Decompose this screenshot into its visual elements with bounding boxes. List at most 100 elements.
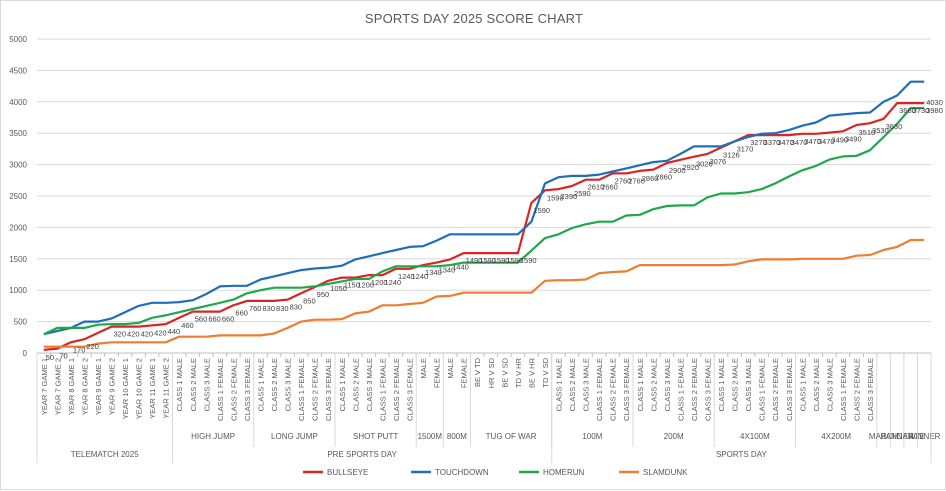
x-category-label: BE V TD [473, 357, 482, 387]
data-label: 830 [276, 304, 289, 313]
x-category-label: YEAR 11 GAME 2 [162, 358, 171, 419]
x-category-label: CLASS 1 MALE [257, 358, 266, 411]
x-category-label: YEAR 8 GAME 1 [67, 358, 76, 415]
y-tick-label: 500 [14, 318, 28, 327]
x-category-label: CLASS 1 FEMALE [595, 358, 604, 421]
x-category-label: CLASS 1 MALE [636, 358, 645, 411]
y-tick-label: 4500 [9, 66, 27, 75]
x-category-label: CLASS 2 MALE [812, 358, 821, 411]
x-category-label: CLASS 2 FEMALE [690, 358, 699, 421]
data-label: 3170 [737, 144, 754, 153]
data-label: 2920 [682, 163, 699, 172]
x-category-label: CLASS 2 FEMALE [609, 358, 618, 421]
y-tick-label: 1500 [9, 255, 27, 264]
data-label: 760 [249, 304, 262, 313]
x-group-label: SHOT PUTT [353, 432, 398, 441]
data-label: 660 [208, 315, 221, 324]
x-category-label: YEAR 8 GAME 2 [80, 358, 89, 415]
data-label: 1490 [466, 256, 483, 265]
data-label: 1340 [425, 268, 442, 277]
data-label: 660 [235, 308, 248, 317]
data-label: 3470 [804, 137, 821, 146]
x-category-label: YEAR 10 GAME 1 [121, 358, 130, 419]
x-category-label: CLASS 3 MALE [744, 358, 753, 411]
y-tick-label: 2000 [9, 223, 27, 232]
y-tick-label: 5000 [9, 35, 27, 44]
data-label: 1590 [533, 206, 550, 215]
data-label: 560 [195, 315, 208, 324]
x-category-label: CLASS 3 MALE [663, 358, 672, 411]
data-label: 2900 [669, 166, 686, 175]
x-category-label: CLASS 1 FEMALE [758, 358, 767, 421]
x-category-label: CLASS 1 FEMALE [839, 358, 848, 421]
y-tick-label: 0 [23, 349, 28, 358]
x-category-label: TD V HR [514, 357, 523, 388]
data-label: 1590 [547, 193, 564, 202]
y-tick-label: 2500 [9, 192, 27, 201]
data-label: 460 [181, 321, 194, 330]
x-group-label: DANCE [897, 432, 925, 441]
data-label: 3660 [899, 106, 916, 115]
legend-label-slamdunk: SLAMDUNK [643, 468, 688, 477]
x-category-label: YEAR 11 GAME 1 [148, 358, 157, 419]
x-group-label: TUG OF WAR [486, 432, 537, 441]
data-label: 70 [59, 352, 67, 361]
x-group-label: 4X200M [821, 432, 851, 441]
x-category-label: BE V HR [527, 357, 536, 388]
data-label: 1200 [357, 281, 374, 290]
x-category-label: CLASS 2 MALE [351, 358, 360, 411]
data-label: 1050 [330, 284, 347, 293]
y-tick-label: 1000 [9, 286, 27, 295]
x-group-label: 200M [664, 432, 684, 441]
data-label: 3510 [859, 128, 876, 137]
y-tick-label: 4000 [9, 98, 27, 107]
data-label: 850 [303, 296, 316, 305]
legend-label-bullseye: BULLSEYE [327, 468, 368, 477]
x-group-label: LONG JUMP [271, 432, 318, 441]
x-category-label: CLASS 2 MALE [649, 358, 658, 411]
x-category-label: CLASS 1 MALE [798, 358, 807, 411]
x-category-label: CLASS 1 MALE [175, 358, 184, 411]
x-category-label: CLASS 1 MALE [717, 358, 726, 411]
data-label: 2860 [655, 173, 672, 182]
data-label: 3026 [696, 160, 713, 169]
series-line-homerun [43, 106, 925, 336]
legend-label-touchdown: TOUCHDOWN [435, 468, 489, 477]
x-group-label: MARCH [869, 432, 899, 441]
data-label: 1150 [344, 281, 360, 290]
x-group-label: WINNER [908, 432, 941, 441]
data-label: 2660 [601, 183, 618, 192]
data-label: 3470 [777, 138, 794, 147]
data-label: 1340 [439, 266, 456, 275]
data-label: 320 [114, 330, 127, 339]
data-label: 170 [73, 345, 86, 354]
x-category-label: FEMALE [433, 358, 442, 388]
x-category-label: CLASS 1 FEMALE [297, 358, 306, 421]
x-category-label: CLASS 3 MALE [582, 358, 591, 411]
x-category-label: YEAR 7 GAME 2 [53, 358, 62, 415]
data-label: 830 [263, 304, 276, 313]
x-group-label: 100M [582, 432, 602, 441]
data-label: 2390 [561, 192, 578, 201]
data-label: 420 [141, 330, 154, 339]
data-label: 3730 [913, 106, 930, 115]
x-group-label: 1500M [418, 432, 443, 441]
data-label: 4030 [926, 98, 943, 107]
x-category-label: FEMALE [460, 358, 469, 388]
data-label: 420 [154, 328, 167, 337]
data-label: 3126 [723, 151, 740, 160]
x-category-label: YEAR 9 GAME 2 [108, 358, 117, 415]
data-label: 660 [222, 315, 235, 324]
x-category-label: CLASS 1 MALE [555, 358, 564, 411]
data-label: 2590 [574, 189, 591, 198]
x-group-label: 800M [447, 432, 467, 441]
x-section-label: SPORTS DAY [716, 450, 767, 459]
x-category-label: CLASS 2 MALE [731, 358, 740, 411]
x-category-label: CLASS 2 FEMALE [771, 358, 780, 421]
x-category-label: CLASS 3 MALE [825, 358, 834, 411]
x-category-label: CLASS 1 FEMALE [378, 358, 387, 421]
x-category-label: CLASS 3 FEMALE [866, 358, 875, 421]
data-label: 3980 [926, 106, 943, 115]
